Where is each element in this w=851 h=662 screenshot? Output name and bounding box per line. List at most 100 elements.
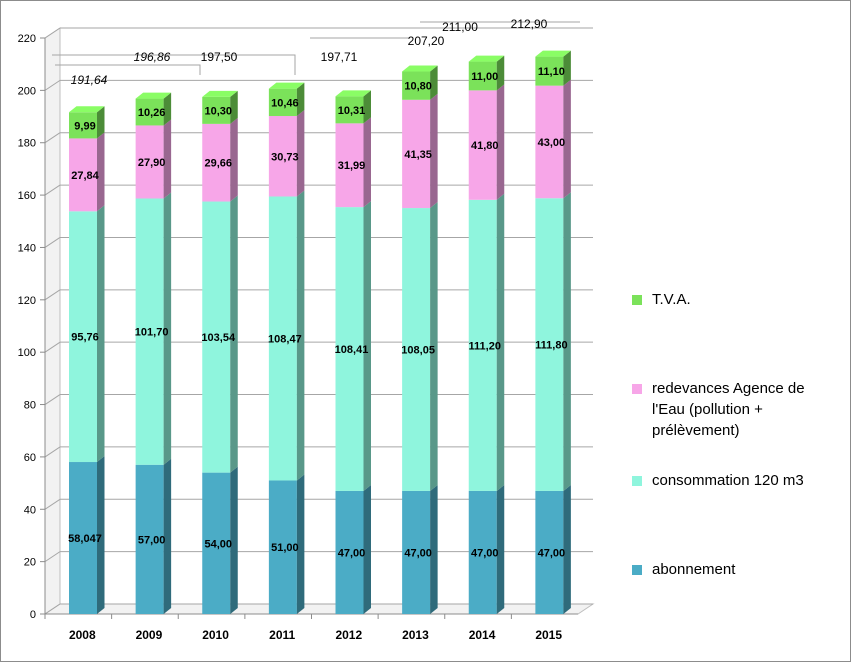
- data-label: 27,84: [71, 170, 99, 182]
- data-label: 47,00: [471, 547, 499, 559]
- gridline-diagonal: [44, 132, 61, 144]
- bar-segment-front: [202, 96, 231, 124]
- bar-segment-side: [163, 92, 172, 126]
- x-tick-label: 2011: [269, 628, 295, 642]
- bar-segment-front: [535, 85, 564, 199]
- x-tick-label: 2012: [335, 628, 362, 642]
- x-tick-label: 2013: [402, 628, 429, 642]
- data-label: 103,54: [201, 332, 236, 344]
- bar-segment-front: [135, 464, 164, 614]
- bar-segment-front: [402, 99, 431, 209]
- legend-swatch-abonnement: [632, 565, 642, 575]
- y-tick-label: 40: [24, 504, 36, 516]
- legend-label-redevances: redevances Agence de l'Eau (pollution + …: [652, 378, 842, 441]
- y-tick-label: 0: [30, 609, 36, 621]
- legend-swatch-tva: [632, 295, 642, 305]
- data-label: 10,80: [404, 81, 432, 93]
- bar-segment-front: [468, 90, 497, 200]
- bar-segment-side: [296, 474, 305, 614]
- bar-segment-front: [268, 196, 297, 481]
- data-label: 31,99: [338, 160, 366, 172]
- total-label: 191,64: [71, 73, 108, 87]
- bar-segment-front: [402, 208, 431, 491]
- bar-segment-front: [468, 490, 497, 614]
- bar-segment-front: [202, 201, 231, 473]
- bar-segment-side: [430, 202, 438, 491]
- x-tick-label: 2015: [535, 628, 562, 642]
- bar-segment-top: [468, 55, 505, 62]
- bar-segment-front: [69, 112, 97, 139]
- legend-swatch-consommation: [632, 476, 642, 486]
- bar-segment-front: [268, 88, 297, 117]
- bar-segment-side: [563, 50, 571, 86]
- bar-segment-side: [430, 65, 438, 100]
- total-label: 212,90: [511, 17, 548, 31]
- total-label: 197,50: [201, 50, 238, 64]
- total-connector: [55, 64, 201, 75]
- bar-segment-side: [363, 90, 371, 124]
- bar-segment-side: [97, 132, 105, 212]
- gridline-diagonal: [44, 341, 61, 353]
- bar-segment-side: [363, 484, 371, 614]
- bar-segment-front: [335, 123, 364, 208]
- bar-segment-front: [335, 490, 364, 614]
- bar-segment-front: [202, 123, 231, 202]
- bar-segment-front: [69, 138, 97, 212]
- legend-label-consommation: consommation 120 m3: [652, 472, 804, 489]
- legend-label-redevances-line1: redevances Agence de: [652, 380, 805, 397]
- bar-segment-side: [163, 192, 172, 465]
- bar-segment-front: [402, 490, 431, 614]
- bar-segment-front: [335, 207, 364, 491]
- legend-label-tva: T.V.A.: [652, 291, 691, 308]
- data-label: 41,80: [471, 140, 499, 152]
- data-label: 10,46: [271, 97, 299, 109]
- gridline-diagonal: [44, 551, 61, 563]
- bar-segment-side: [97, 456, 105, 614]
- bar-segment-front: [268, 480, 297, 614]
- bar-segment-front: [69, 211, 97, 463]
- bar-segment-front: [135, 98, 164, 126]
- total-connector: [52, 54, 296, 75]
- data-label: 95,76: [71, 332, 99, 344]
- y-tick-label: 180: [18, 138, 36, 150]
- bar-segment-side: [296, 190, 305, 481]
- data-label: 10,26: [138, 107, 166, 119]
- left-wall: [44, 27, 61, 615]
- total-label: 211,00: [442, 20, 478, 34]
- bar-segment-side: [563, 79, 571, 199]
- legend-label-redevances-line3: prélèvement): [652, 422, 740, 439]
- bar-segment-front: [468, 199, 497, 491]
- data-label: 27,90: [138, 157, 166, 169]
- y-tick-label: 80: [24, 400, 36, 412]
- total-label: 196,86: [134, 50, 171, 64]
- bar-segment-side: [296, 110, 305, 197]
- bar-segment-side: [430, 93, 438, 209]
- data-label: 51,00: [271, 542, 299, 554]
- bar-segment-side: [230, 466, 238, 614]
- data-label: 10,30: [204, 105, 232, 117]
- bar-segment-front: [135, 125, 164, 199]
- bar-segment-side: [163, 458, 172, 614]
- bar-segment-top: [402, 65, 438, 72]
- data-label: 108,47: [268, 333, 302, 345]
- bar-segment-front: [335, 96, 364, 124]
- bar-segment-top: [202, 90, 238, 97]
- data-label: 43,00: [538, 137, 566, 149]
- bar-segment-top: [535, 50, 571, 57]
- bar-segment-side: [230, 117, 238, 202]
- bar-segment-side: [163, 119, 172, 199]
- bar-segment-side: [496, 193, 505, 491]
- legend-label-redevances-line2: l'Eau (pollution +: [652, 401, 763, 418]
- bar-segment-side: [363, 117, 371, 208]
- bar-segment-side: [563, 484, 571, 614]
- y-tick-label: 140: [18, 242, 36, 254]
- y-tick-label: 220: [18, 33, 36, 45]
- gridline-diagonal: [44, 289, 61, 301]
- bar-segment-side: [296, 82, 305, 117]
- data-label: 108,05: [401, 344, 435, 356]
- data-label: 41,35: [404, 149, 432, 161]
- data-label: 11,10: [538, 66, 565, 78]
- total-label: 197,71: [321, 50, 358, 64]
- data-label: 30,73: [271, 151, 299, 163]
- data-label: 47,00: [538, 547, 566, 559]
